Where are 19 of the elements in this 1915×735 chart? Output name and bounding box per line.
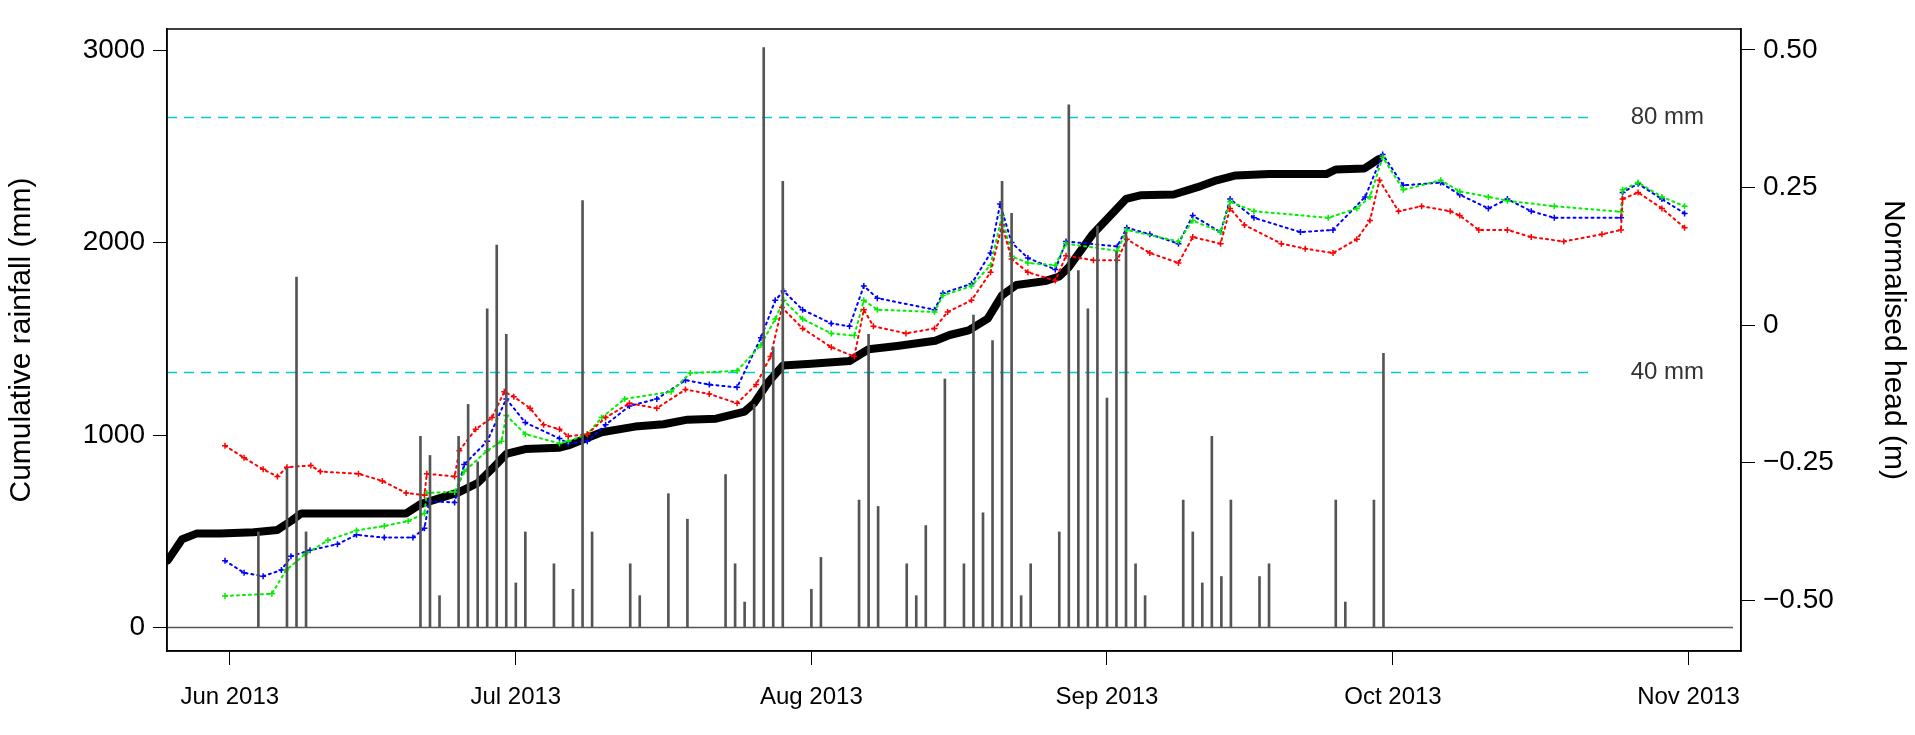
y-axis-title: Cumulative rainfall (mm) <box>3 177 37 503</box>
y-tick-label: 0 <box>129 610 145 642</box>
y2-tick-label: 0.25 <box>1763 170 1818 202</box>
y3-tick-label: 40 mm <box>1630 357 1704 385</box>
x-tick-label: Jul 2013 <box>470 682 562 710</box>
y2-tick-label: 0.50 <box>1763 32 1818 64</box>
y3-tick-label: 80 mm <box>1630 102 1704 130</box>
y2-axis-title: Normalised head (m) <box>1878 199 1912 481</box>
y-tick-label: 2000 <box>82 225 145 257</box>
y2-tick-label: −0.50 <box>1763 583 1834 615</box>
y2-tick-label: 0 <box>1763 307 1779 339</box>
y2-tick-label: −0.25 <box>1763 445 1834 477</box>
y-tick-label: 1000 <box>82 417 145 449</box>
y-tick-label: 3000 <box>82 32 145 64</box>
x-tick-label: Jun 2013 <box>180 682 280 710</box>
x-tick-label: Aug 2013 <box>760 682 863 710</box>
x-tick-label: Nov 2013 <box>1637 682 1740 710</box>
x-tick-label: Sep 2013 <box>1055 682 1159 710</box>
x-tick-label: Oct 2013 <box>1344 682 1442 710</box>
